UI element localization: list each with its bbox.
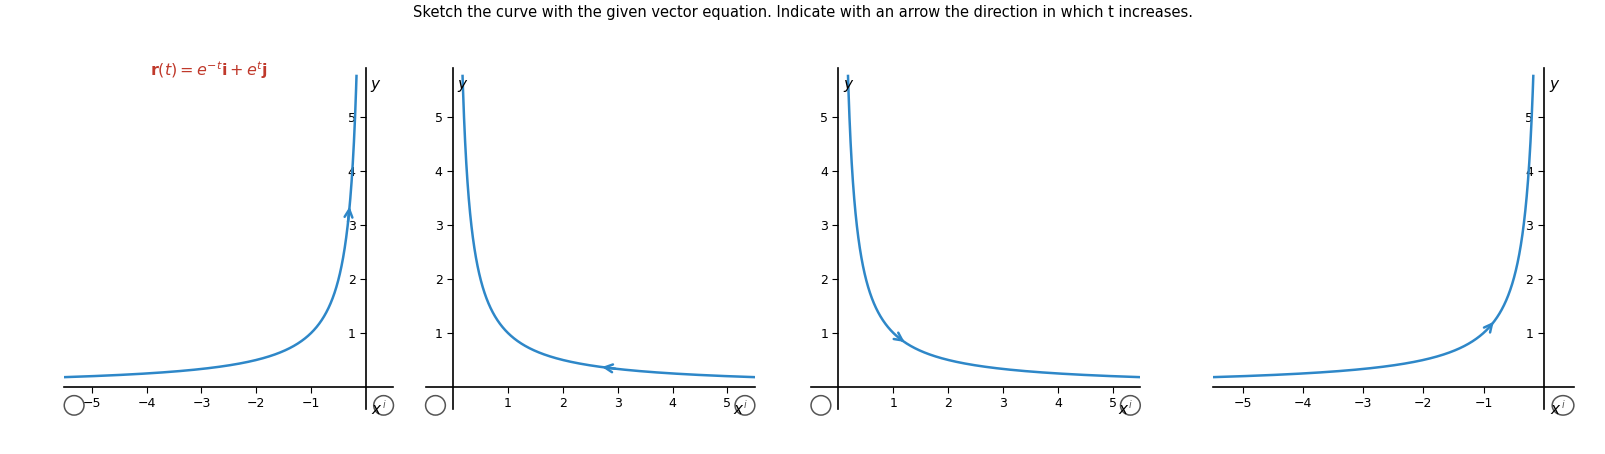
Text: i: i	[1560, 400, 1563, 410]
Text: i: i	[1128, 400, 1132, 410]
Text: $y$: $y$	[843, 78, 854, 94]
Text: $x$: $x$	[732, 402, 743, 417]
Text: i: i	[382, 400, 385, 410]
Text: $x$: $x$	[371, 402, 382, 417]
Text: $x$: $x$	[1549, 402, 1560, 417]
Text: i: i	[743, 400, 746, 410]
Text: $x$: $x$	[1117, 402, 1128, 417]
Text: Sketch the curve with the given vector equation. Indicate with an arrow the dire: Sketch the curve with the given vector e…	[412, 5, 1193, 20]
Text: $y$: $y$	[1547, 78, 1558, 94]
Text: $y$: $y$	[371, 78, 382, 94]
Text: $y$: $y$	[457, 78, 469, 94]
Text: $\mathbf{r}(t) = e^{-t}\mathbf{i} + e^{t}\mathbf{j}$: $\mathbf{r}(t) = e^{-t}\mathbf{i} + e^{t…	[149, 59, 268, 81]
